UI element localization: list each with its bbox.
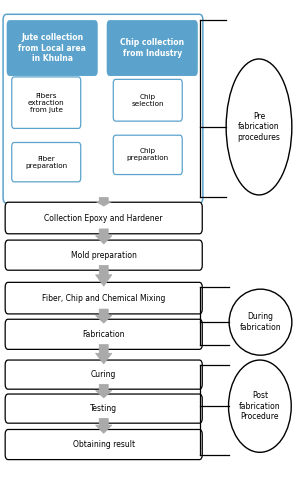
Text: Testing: Testing (90, 404, 117, 413)
FancyBboxPatch shape (113, 135, 182, 174)
Ellipse shape (229, 289, 292, 355)
FancyBboxPatch shape (7, 20, 98, 76)
Text: Pre
fabrication
procedures: Pre fabrication procedures (238, 112, 280, 142)
FancyBboxPatch shape (12, 143, 81, 182)
FancyBboxPatch shape (5, 360, 202, 389)
FancyBboxPatch shape (12, 77, 81, 129)
Text: Jute collection
from Local area
in Khulna: Jute collection from Local area in Khuln… (18, 33, 86, 63)
Text: Chip
preparation: Chip preparation (127, 149, 169, 161)
Text: During
fabrication: During fabrication (240, 313, 281, 332)
FancyBboxPatch shape (5, 394, 202, 423)
Polygon shape (95, 309, 112, 323)
Text: Fiber, Chip and Chemical Mixing: Fiber, Chip and Chemical Mixing (42, 294, 165, 302)
Text: Obtaining result: Obtaining result (73, 440, 135, 449)
FancyBboxPatch shape (5, 202, 202, 234)
Text: Fiber
preparation: Fiber preparation (25, 156, 67, 169)
Text: Chip
selection: Chip selection (131, 94, 164, 107)
Polygon shape (95, 265, 112, 286)
Ellipse shape (229, 360, 291, 452)
Text: Post
fabrication
Procedure: Post fabrication Procedure (239, 391, 281, 421)
Polygon shape (95, 384, 112, 398)
FancyBboxPatch shape (113, 79, 182, 121)
Ellipse shape (226, 59, 292, 195)
FancyBboxPatch shape (3, 14, 203, 203)
Text: Mold preparation: Mold preparation (71, 251, 137, 260)
Text: Curing: Curing (91, 370, 116, 379)
FancyBboxPatch shape (107, 20, 198, 76)
Text: Fabrication: Fabrication (82, 330, 125, 339)
Text: Collection Epoxy and Hardener: Collection Epoxy and Hardener (44, 213, 163, 223)
Polygon shape (95, 344, 112, 364)
FancyBboxPatch shape (5, 282, 202, 314)
FancyBboxPatch shape (5, 319, 202, 349)
Text: Fibers
extraction
from jute: Fibers extraction from jute (28, 93, 64, 112)
FancyBboxPatch shape (5, 240, 202, 270)
FancyBboxPatch shape (5, 430, 202, 460)
Polygon shape (95, 418, 112, 433)
Text: Chip collection
from Industry: Chip collection from Industry (120, 38, 184, 58)
Polygon shape (95, 197, 112, 206)
Polygon shape (95, 229, 112, 244)
